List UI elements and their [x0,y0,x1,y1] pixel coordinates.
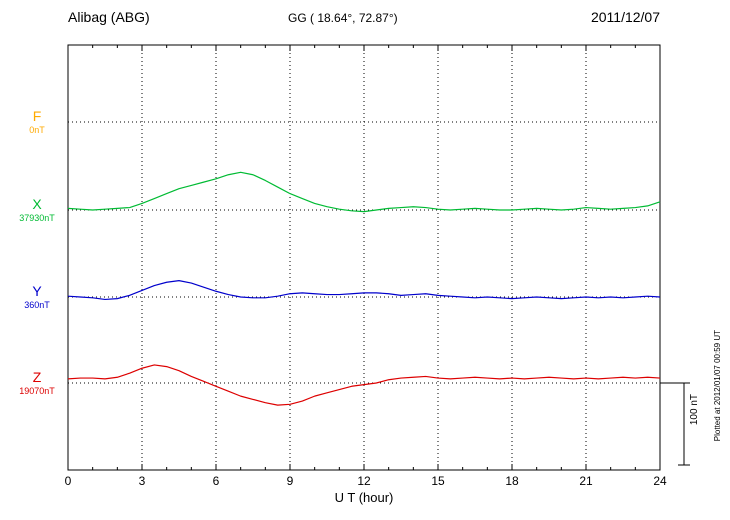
svg-text:3: 3 [139,474,146,488]
svg-text:9: 9 [287,474,294,488]
series-baseline-f: 0nT [29,125,45,135]
svg-text:0: 0 [65,474,72,488]
series-label-y: Y 360nT [8,283,66,310]
station-name: Alibag (ABG) [68,9,150,25]
series-label-z: Z 19070nT [8,369,66,396]
series-label-f: F 0nT [8,108,66,135]
svg-text:21: 21 [579,474,593,488]
series-letter-f: F [32,108,42,124]
series-label-x: X 37930nT [8,196,66,223]
geographic-coordinates: GG ( 18.64°, 72.87°) [288,11,398,25]
svg-text:18: 18 [505,474,519,488]
series-letter-x: X [32,196,42,212]
scale-bar-label: 100 nT [689,394,700,426]
series-baseline-y: 360nT [24,300,50,310]
series-baseline-x: 37930nT [19,213,55,223]
svg-text:24: 24 [653,474,667,488]
plotted-at-note: Plotted at 2012/01/07 00:59 UT [713,330,722,442]
svg-text:6: 6 [213,474,220,488]
series-baseline-z: 19070nT [19,386,55,396]
svg-text:12: 12 [357,474,371,488]
series-letter-y: Y [32,283,42,299]
svg-text:15: 15 [431,474,445,488]
series-letter-z: Z [32,369,42,385]
x-axis-title: U T (hour) [334,490,394,505]
plot-date: 2011/12/07 [590,9,660,25]
